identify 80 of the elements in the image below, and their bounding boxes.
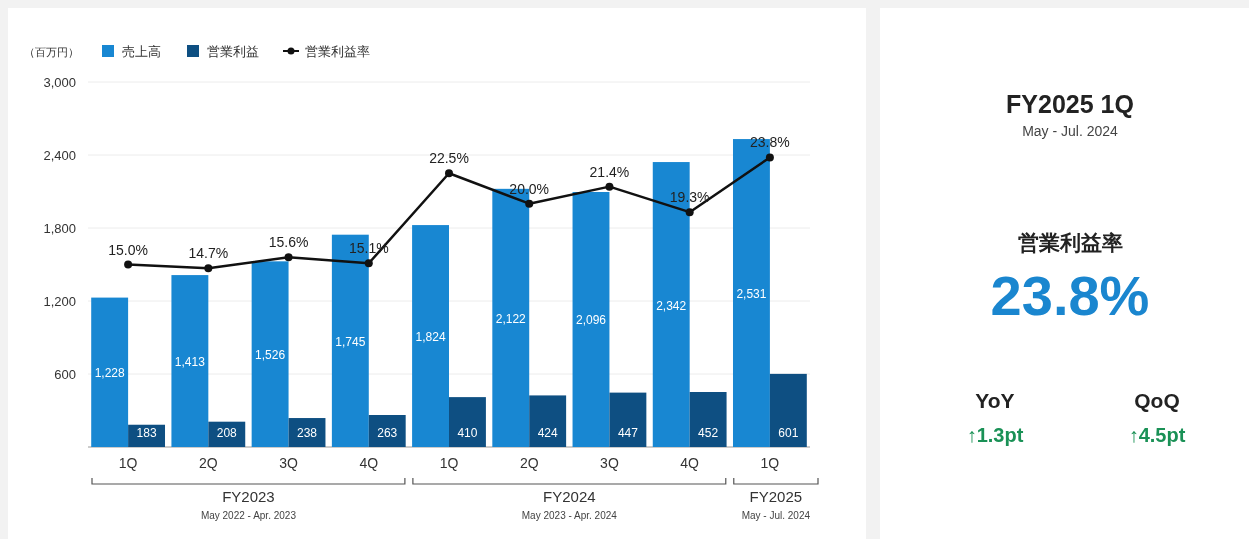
text: May 2022 - Apr. 2023 bbox=[200, 510, 297, 521]
y-tick-label: 2,400 bbox=[43, 148, 76, 163]
data-label: 601 bbox=[778, 426, 799, 440]
text: 営業利益率 bbox=[1017, 231, 1123, 254]
legend-label: 営業利益率 bbox=[305, 44, 370, 59]
x-tick-label: 4Q bbox=[680, 455, 700, 471]
text: May - Jul. 2024 bbox=[1022, 123, 1119, 139]
data-label: 15.1% bbox=[348, 240, 389, 257]
bar bbox=[769, 373, 807, 447]
point bbox=[525, 199, 534, 208]
point bbox=[685, 208, 694, 217]
data-label: 1,824 bbox=[415, 330, 446, 345]
y-tick-label: 3,000 bbox=[43, 75, 76, 90]
x-tick-label: 1Q bbox=[760, 455, 780, 471]
text: FY2025 bbox=[749, 488, 803, 505]
legend-営業利益: 営業利益 bbox=[187, 44, 259, 59]
bar bbox=[609, 392, 647, 447]
point bbox=[765, 153, 774, 162]
data-label: 2,531 bbox=[736, 287, 767, 302]
data-label: 263 bbox=[377, 426, 398, 440]
legend-label: 売上高 bbox=[122, 44, 161, 59]
text: YoY bbox=[975, 389, 1015, 412]
x-tick-label: 1Q bbox=[439, 455, 459, 471]
x-tick-label: 4Q bbox=[359, 455, 379, 471]
point bbox=[204, 264, 213, 273]
data-label: 452 bbox=[698, 426, 719, 440]
legend-label: 営業利益 bbox=[207, 44, 259, 59]
bar bbox=[91, 297, 129, 447]
bar bbox=[412, 225, 449, 447]
bar bbox=[572, 191, 610, 447]
y-tick-label: 1,800 bbox=[43, 221, 76, 236]
text: May 2023 - Apr. 2024 bbox=[521, 510, 618, 521]
data-label: 424 bbox=[537, 426, 559, 440]
text: 23.8% bbox=[990, 264, 1150, 327]
text: ↑1.3pt bbox=[966, 424, 1024, 446]
data-label: 2,342 bbox=[656, 298, 687, 313]
data-label: 22.5% bbox=[429, 150, 469, 167]
text: May - Jul. 2024 bbox=[741, 510, 811, 521]
bar bbox=[449, 397, 486, 447]
data-label: 21.4% bbox=[589, 163, 630, 180]
text: QoQ bbox=[1134, 389, 1180, 412]
x-tick-label: 2Q bbox=[519, 455, 539, 471]
data-label: 20.0% bbox=[509, 180, 550, 197]
data-label: 1,228 bbox=[94, 366, 125, 381]
x-tick-label: 3Q bbox=[279, 455, 298, 471]
data-label: 183 bbox=[136, 426, 157, 440]
data-label: 1,745 bbox=[335, 334, 366, 349]
point bbox=[364, 259, 373, 268]
bar bbox=[689, 392, 727, 447]
bar bbox=[529, 395, 567, 447]
text: FY2023 bbox=[222, 488, 275, 505]
bar bbox=[171, 275, 209, 447]
data-label: 1,413 bbox=[174, 355, 206, 370]
data-label: 447 bbox=[617, 426, 639, 440]
bar bbox=[368, 415, 406, 447]
point bbox=[605, 182, 614, 191]
y-tick-label: 1,200 bbox=[43, 294, 76, 309]
legend-売上高: 売上高 bbox=[102, 44, 161, 59]
data-label: 238 bbox=[296, 426, 318, 440]
point bbox=[284, 253, 293, 262]
x-tick-label: 3Q bbox=[600, 455, 619, 471]
data-label: 2,122 bbox=[495, 311, 527, 326]
data-label: 1,526 bbox=[255, 348, 286, 363]
x-tick-label: 1Q bbox=[118, 455, 138, 471]
y-tick-label: 600 bbox=[54, 367, 76, 382]
data-label: 2,096 bbox=[575, 313, 607, 328]
y-axis-title: （百万円） bbox=[24, 46, 79, 58]
point bbox=[445, 169, 453, 178]
text: FY2025 1Q bbox=[1006, 90, 1134, 118]
data-label: 208 bbox=[216, 426, 238, 440]
point bbox=[124, 260, 133, 269]
text: ↑4.5pt bbox=[1128, 424, 1186, 446]
text: FY2024 bbox=[543, 488, 596, 505]
data-label: 14.7% bbox=[188, 245, 229, 262]
x-tick-label: 2Q bbox=[198, 455, 218, 471]
data-label: 15.6% bbox=[268, 234, 309, 251]
legend-営業利益率: 営業利益率 bbox=[282, 44, 370, 59]
bar bbox=[251, 261, 289, 447]
data-label: 15.0% bbox=[108, 241, 148, 258]
data-label: 410 bbox=[457, 426, 478, 440]
